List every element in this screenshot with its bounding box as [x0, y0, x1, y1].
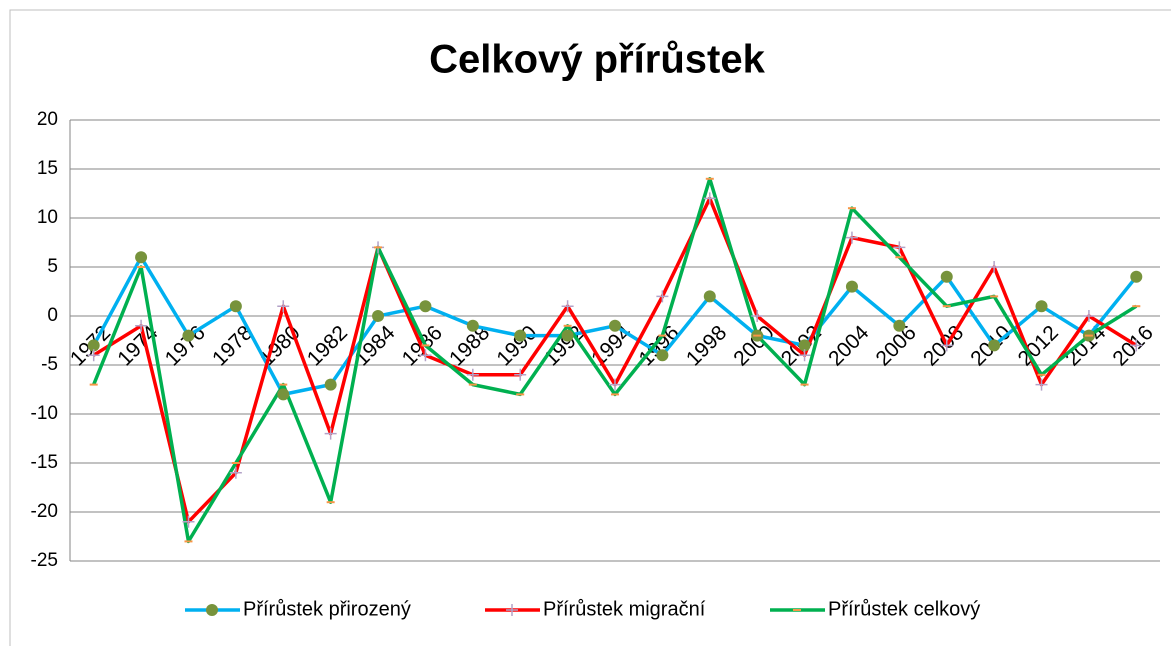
marker	[656, 349, 669, 362]
marker	[182, 515, 195, 528]
y-tick-label: -5	[41, 354, 58, 375]
legend-item: Přírůstek celkový	[770, 598, 980, 620]
y-tick-label: -10	[31, 403, 58, 424]
chart-title: Celkový přírůstek	[429, 38, 765, 82]
marker	[751, 310, 764, 322]
marker	[87, 339, 100, 352]
marker	[609, 378, 621, 391]
y-tick-label: 0	[47, 305, 58, 326]
marker	[372, 310, 385, 322]
marker	[324, 427, 337, 440]
marker	[135, 251, 148, 264]
marker	[561, 300, 574, 313]
marker	[988, 261, 1001, 273]
marker	[506, 604, 518, 616]
marker	[206, 604, 218, 616]
y-tick-label: 10	[37, 207, 58, 228]
marker	[277, 300, 290, 313]
marker	[1035, 378, 1048, 391]
marker	[893, 241, 906, 254]
marker	[845, 231, 858, 244]
marker	[703, 192, 716, 205]
marker	[940, 270, 953, 283]
marker	[466, 368, 479, 381]
y-tick-label: -20	[31, 501, 58, 522]
y-tick-label: -25	[31, 550, 58, 571]
marker	[514, 329, 527, 342]
marker	[940, 339, 953, 352]
legend-label: Přírůstek přirozený	[243, 598, 411, 620]
legend-label: Přírůstek migrační	[543, 598, 706, 620]
marker	[656, 290, 669, 303]
marker	[1035, 300, 1048, 313]
marker	[419, 300, 432, 313]
y-tick-label: 20	[37, 109, 58, 130]
marker	[324, 378, 337, 391]
marker	[419, 349, 432, 362]
marker	[1082, 310, 1095, 322]
marker	[229, 300, 242, 313]
marker	[703, 290, 716, 303]
marker	[609, 319, 621, 332]
marker	[561, 329, 574, 342]
marker	[182, 329, 195, 342]
marker	[229, 466, 242, 479]
marker	[1130, 270, 1143, 283]
y-tick-label: 5	[47, 256, 58, 277]
y-tick-label: -15	[31, 452, 58, 473]
marker	[988, 339, 1001, 352]
marker	[1130, 339, 1143, 352]
marker	[893, 319, 906, 332]
legend-item: Přírůstek přirozený	[185, 598, 411, 620]
legend-label: Přírůstek celkový	[828, 598, 980, 620]
y-tick-label: 15	[37, 158, 58, 179]
marker	[798, 349, 811, 362]
marker	[514, 368, 527, 381]
marker	[845, 280, 858, 293]
legend-item: Přírůstek migrační	[485, 598, 706, 620]
marker	[798, 339, 811, 352]
marker	[87, 349, 100, 362]
marker	[135, 319, 148, 332]
marker	[466, 319, 479, 332]
marker	[277, 388, 290, 401]
